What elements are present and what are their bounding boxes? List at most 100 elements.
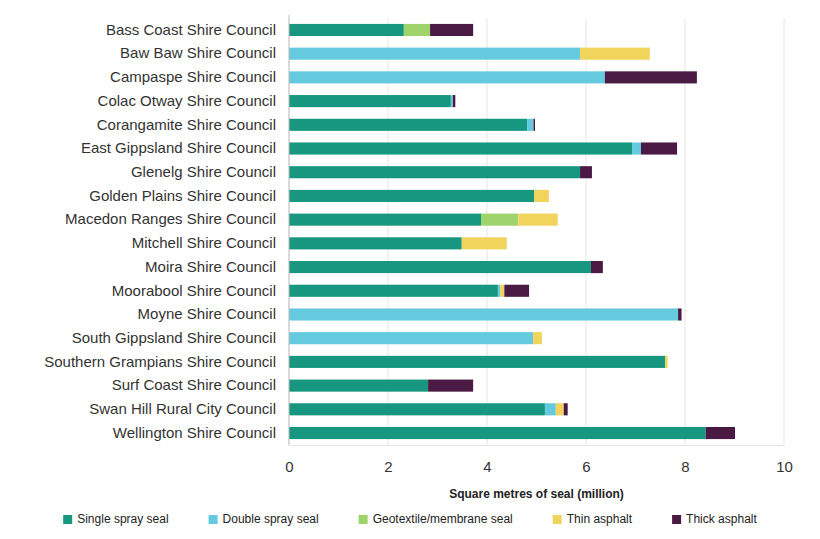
bar [289,403,545,415]
y-tick: Glenelg Shire Council [131,163,289,180]
bar [289,308,678,320]
bar [506,237,507,249]
bar [533,332,542,344]
y-tick-label: Surf Coast Shire Council [112,376,276,393]
y-tick: Golden Plains Shire Council [89,187,289,204]
bar [289,71,605,83]
bar [498,285,500,297]
bar [534,190,549,202]
x-tick: 4 [483,445,491,475]
y-tick: Colac Otway Shire Council [98,92,289,109]
bar [580,48,650,60]
legend-swatch [672,515,681,524]
series-bars [404,24,518,226]
bar [580,166,592,178]
series-bars [289,24,706,439]
y-tick-label: Swan Hill Rural City Council [89,400,276,417]
bar [527,119,533,131]
bar [556,403,564,415]
bar [649,48,650,60]
bar [430,24,473,36]
bar [667,356,668,368]
bar [289,427,706,439]
x-tick: 6 [582,445,590,475]
bar [678,308,681,320]
bar [428,380,473,392]
y-tick: Mitchell Shire Council [132,234,289,251]
bar [541,332,542,344]
legend-label: Thin asphalt [567,512,633,526]
x-tick: 8 [681,445,689,475]
y-tick: East Gippsland Shire Council [81,139,289,156]
legend-label: Double spray seal [223,512,319,526]
y-tick: Surf Coast Shire Council [112,376,289,393]
y-tick-label: Corangamite Shire Council [97,116,276,133]
bar [641,142,677,154]
series-bars [428,24,735,439]
legend-label: Single spray seal [77,512,168,526]
bar [605,71,697,83]
legend-label: Thick asphalt [686,512,757,526]
series-bars [289,48,678,416]
bar [289,95,451,107]
y-tick: Corangamite Shire Council [97,116,289,133]
bar [404,24,430,36]
y-tick-label: Colac Otway Shire Council [98,92,276,109]
x-axis: 0246810 [285,445,793,475]
legend-swatch [359,515,368,524]
y-tick: Wellington Shire Council [113,424,289,441]
y-tick-label: Bass Coast Shire Council [106,21,276,38]
bar [289,190,534,202]
y-axis: Bass Coast Shire Council Baw Baw Shire Co… [44,15,289,445]
y-tick: Macedon Ranges Shire Council [65,210,289,227]
y-tick-label: Campaspe Shire Council [110,68,276,85]
bar [289,119,527,131]
bar [289,261,591,273]
y-axis-line [289,15,290,445]
y-tick-label: Moorabool Shire Council [112,282,276,299]
x-tick: 2 [384,445,392,475]
bar [462,237,507,249]
bar [534,119,535,131]
bar [453,95,455,107]
bar [591,261,603,273]
grid [289,18,784,445]
x-tick-label: 4 [483,458,491,475]
grid-line [784,18,785,445]
bar [451,95,453,107]
y-tick: Baw Baw Shire Council [120,44,289,61]
series-bars [462,48,668,416]
y-tick-label: Southern Grampians Shire Council [44,353,276,370]
bar [706,427,735,439]
legend-item: Geotextile/membrane seal [359,512,513,526]
bar [548,190,549,202]
bar [500,285,504,297]
bar [665,356,667,368]
plot: 0246810Bass Coast Shire CouncilBaw Baw S… [44,15,793,475]
bar [557,214,558,226]
y-tick-label: Glenelg Shire Council [131,163,276,180]
legend-swatch [209,515,218,524]
bar [289,48,580,60]
bar [289,285,498,297]
legend: Single spray seal Double spray seal Geotex… [63,512,757,526]
y-tick-label: Golden Plains Shire Council [89,187,276,204]
y-tick: Moyne Shire Council [138,305,289,322]
x-tick-label: 0 [285,458,293,475]
bar [504,285,529,297]
y-tick: Swan Hill Rural City Council [89,400,289,417]
legend-item: Double spray seal [209,512,319,526]
bar [533,119,534,131]
y-tick-label: Mitchell Shire Council [132,234,276,251]
y-tick: Campaspe Shire Council [110,68,289,85]
bar [632,142,641,154]
y-tick-label: Baw Baw Shire Council [120,44,276,61]
x-axis-line [290,445,785,446]
y-tick-label: East Gippsland Shire Council [81,139,276,156]
legend-swatch [553,515,562,524]
bar [533,119,534,131]
y-tick: South Gippsland Shire Council [72,329,289,346]
legend-item: Single spray seal [63,512,168,526]
bar [545,403,556,415]
x-axis-title: Square metres of seal (million) [449,487,624,501]
